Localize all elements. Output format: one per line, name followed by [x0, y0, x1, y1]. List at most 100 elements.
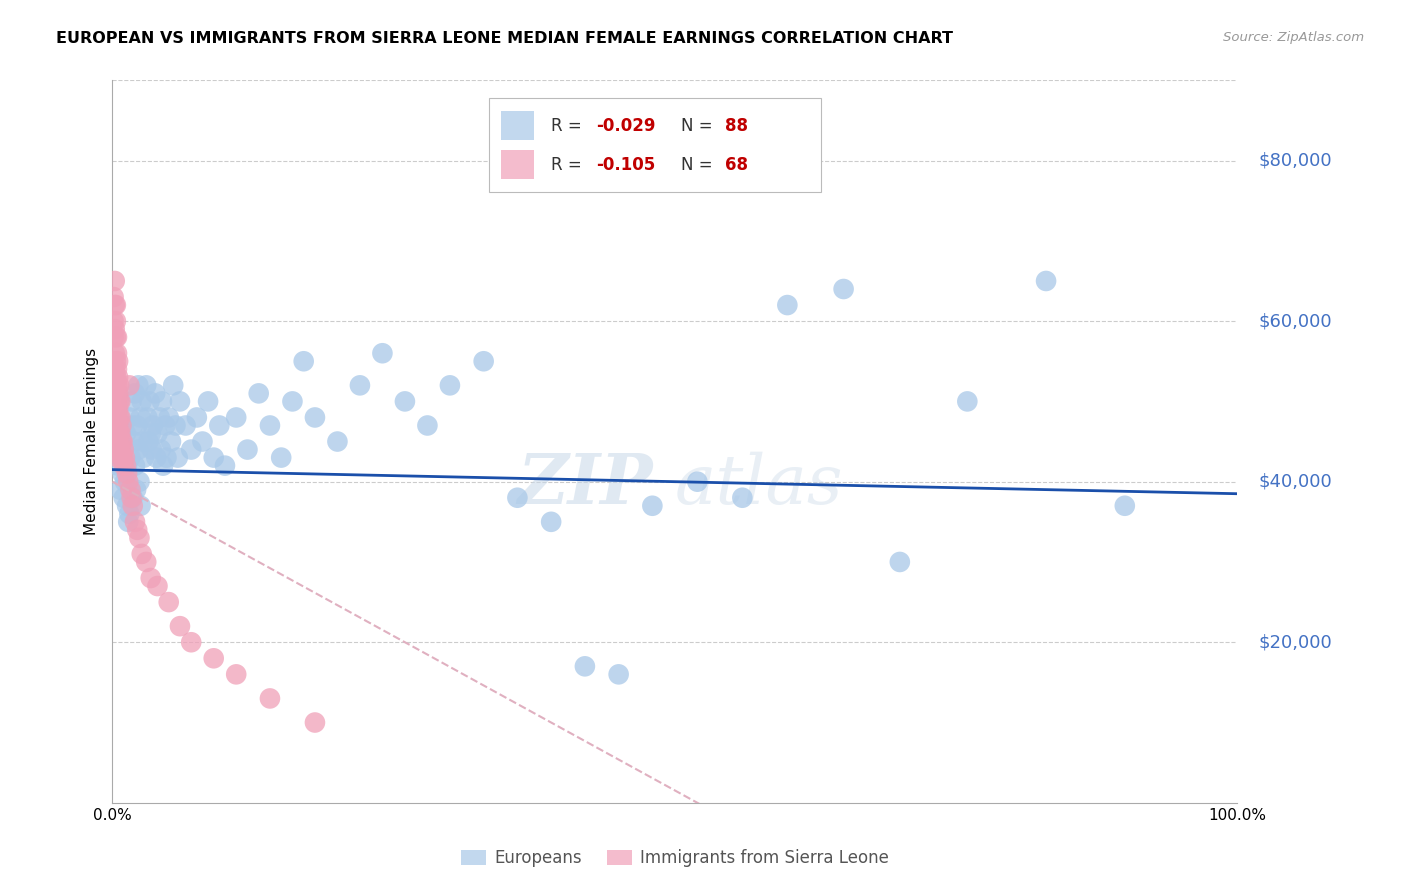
- Point: [157, 410, 180, 425]
- Point: [115, 467, 138, 481]
- Point: [120, 450, 142, 465]
- Point: [139, 426, 162, 441]
- Point: [107, 434, 129, 449]
- Text: Source: ZipAtlas.com: Source: ZipAtlas.com: [1223, 31, 1364, 45]
- Point: [121, 491, 143, 505]
- Point: [150, 394, 173, 409]
- Point: [191, 434, 214, 449]
- Point: [124, 458, 146, 473]
- Point: [141, 442, 163, 457]
- Point: [110, 450, 132, 465]
- Point: [104, 322, 127, 336]
- Point: [107, 402, 129, 417]
- Point: [139, 571, 162, 585]
- Point: [1114, 499, 1136, 513]
- Text: N =: N =: [681, 117, 717, 135]
- Text: EUROPEAN VS IMMIGRANTS FROM SIERRA LEONE MEDIAN FEMALE EARNINGS CORRELATION CHAR: EUROPEAN VS IMMIGRANTS FROM SIERRA LEONE…: [56, 31, 953, 46]
- Point: [146, 426, 169, 441]
- Point: [110, 442, 132, 457]
- Point: [104, 378, 127, 392]
- Point: [120, 483, 142, 497]
- Point: [143, 386, 166, 401]
- Point: [731, 491, 754, 505]
- Point: [155, 418, 177, 433]
- Point: [439, 378, 461, 392]
- Point: [104, 314, 127, 328]
- Point: [104, 330, 127, 344]
- Point: [259, 418, 281, 433]
- Point: [104, 354, 127, 368]
- Point: [142, 418, 165, 433]
- Point: [107, 418, 129, 433]
- Point: [122, 434, 145, 449]
- Point: [186, 410, 208, 425]
- Point: [607, 667, 630, 681]
- Legend: Europeans, Immigrants from Sierra Leone: Europeans, Immigrants from Sierra Leone: [454, 843, 896, 874]
- Point: [108, 442, 131, 457]
- Point: [174, 418, 197, 433]
- Point: [149, 410, 172, 425]
- Point: [115, 458, 138, 473]
- Point: [540, 515, 562, 529]
- Point: [112, 458, 135, 473]
- Point: [135, 378, 157, 392]
- Point: [104, 298, 127, 312]
- Point: [138, 434, 160, 449]
- Point: [110, 450, 132, 465]
- Point: [118, 410, 141, 425]
- Point: [108, 410, 131, 425]
- Point: [103, 330, 125, 344]
- Point: [105, 330, 128, 344]
- Point: [129, 499, 152, 513]
- Point: [160, 434, 183, 449]
- Point: [127, 523, 149, 537]
- Point: [104, 274, 127, 288]
- Point: [112, 442, 135, 457]
- Point: [108, 394, 131, 409]
- Point: [111, 450, 134, 465]
- Point: [108, 426, 131, 441]
- Point: [111, 467, 134, 481]
- Text: $80,000: $80,000: [1258, 152, 1331, 169]
- Point: [214, 458, 236, 473]
- Point: [115, 458, 138, 473]
- Point: [104, 370, 127, 384]
- Point: [114, 450, 136, 465]
- Point: [117, 475, 139, 489]
- Point: [162, 378, 184, 392]
- Point: [157, 595, 180, 609]
- Point: [112, 491, 135, 505]
- Point: [641, 499, 664, 513]
- Point: [121, 499, 143, 513]
- Point: [247, 386, 270, 401]
- Point: [132, 434, 155, 449]
- Text: 68: 68: [725, 156, 748, 174]
- Point: [236, 442, 259, 457]
- Point: [110, 418, 132, 433]
- Point: [169, 619, 191, 633]
- Text: ZIP: ZIP: [517, 451, 652, 518]
- Point: [127, 442, 149, 457]
- Point: [105, 394, 128, 409]
- Point: [128, 531, 150, 545]
- Point: [165, 418, 187, 433]
- Point: [105, 410, 128, 425]
- Point: [145, 450, 167, 465]
- Point: [202, 651, 225, 665]
- Point: [124, 515, 146, 529]
- Point: [506, 491, 529, 505]
- Point: [115, 426, 138, 441]
- Point: [110, 426, 132, 441]
- Text: R =: R =: [551, 117, 588, 135]
- Point: [104, 386, 127, 401]
- Point: [270, 450, 292, 465]
- Point: [107, 386, 129, 401]
- Text: $20,000: $20,000: [1258, 633, 1331, 651]
- Point: [104, 346, 127, 360]
- Text: 88: 88: [725, 117, 748, 135]
- Point: [259, 691, 281, 706]
- Point: [149, 442, 172, 457]
- Point: [107, 458, 129, 473]
- Point: [776, 298, 799, 312]
- Point: [202, 450, 225, 465]
